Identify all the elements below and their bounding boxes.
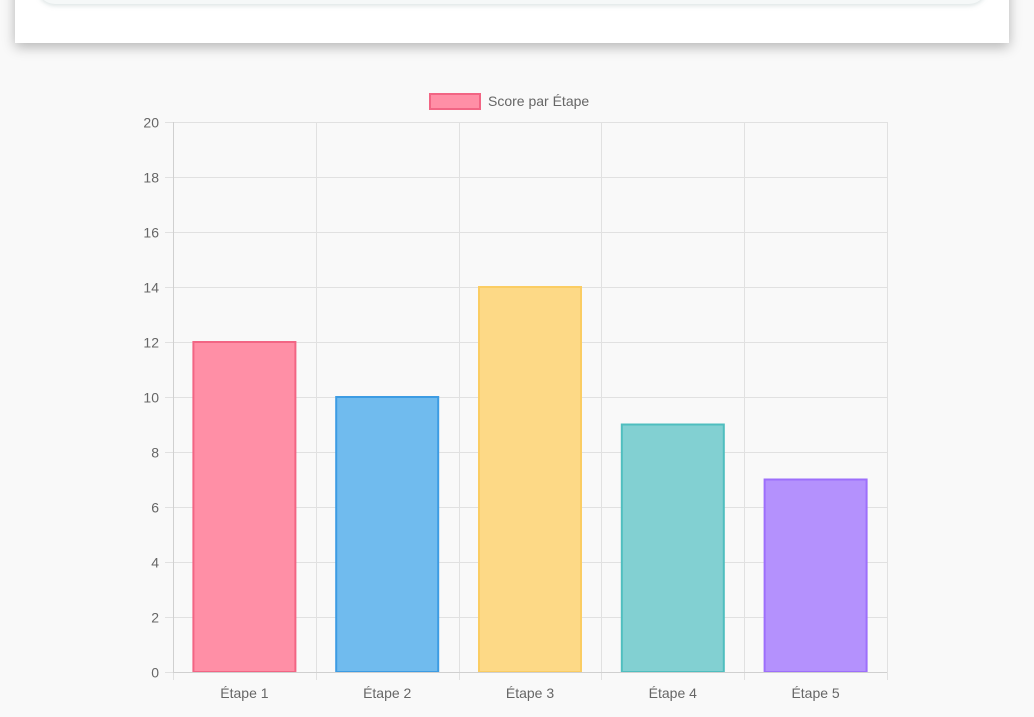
top-card	[15, 0, 1009, 43]
y-tick-label: 12	[143, 335, 159, 351]
bar[interactable]	[192, 341, 297, 673]
x-tick-label: Étape 2	[363, 685, 411, 701]
y-tick-label: 6	[151, 500, 159, 516]
x-tick-label: Étape 1	[220, 685, 268, 701]
bar[interactable]	[335, 396, 440, 673]
x-tick-label: Étape 4	[649, 685, 697, 701]
bar[interactable]	[763, 478, 868, 673]
y-tick-label: 20	[143, 115, 159, 131]
legend-swatch[interactable]	[429, 93, 481, 110]
chart-bars	[192, 286, 868, 673]
x-tick-label: Étape 5	[791, 685, 839, 701]
bar[interactable]	[620, 423, 725, 673]
chart-axes: 0 2 4 6 8 10 12 14 16 18 20 Étape 1 Étape 2 Étape 3 Ét…	[143, 115, 887, 701]
top-card-inner-panel	[37, 0, 987, 4]
bar[interactable]	[478, 286, 582, 673]
chart-legend[interactable]: Score par Étape	[429, 93, 589, 110]
legend-label[interactable]: Score par Étape	[488, 93, 589, 109]
x-tick-label: Étape 3	[506, 685, 554, 701]
y-tick-label: 0	[151, 665, 159, 681]
y-tick-label: 14	[143, 280, 159, 296]
y-tick-label: 18	[143, 170, 159, 186]
y-tick-label: 2	[151, 610, 159, 626]
y-tick-label: 4	[151, 555, 159, 571]
y-tick-label: 8	[151, 445, 159, 461]
y-tick-label: 16	[143, 225, 159, 241]
y-tick-label: 10	[143, 390, 159, 406]
